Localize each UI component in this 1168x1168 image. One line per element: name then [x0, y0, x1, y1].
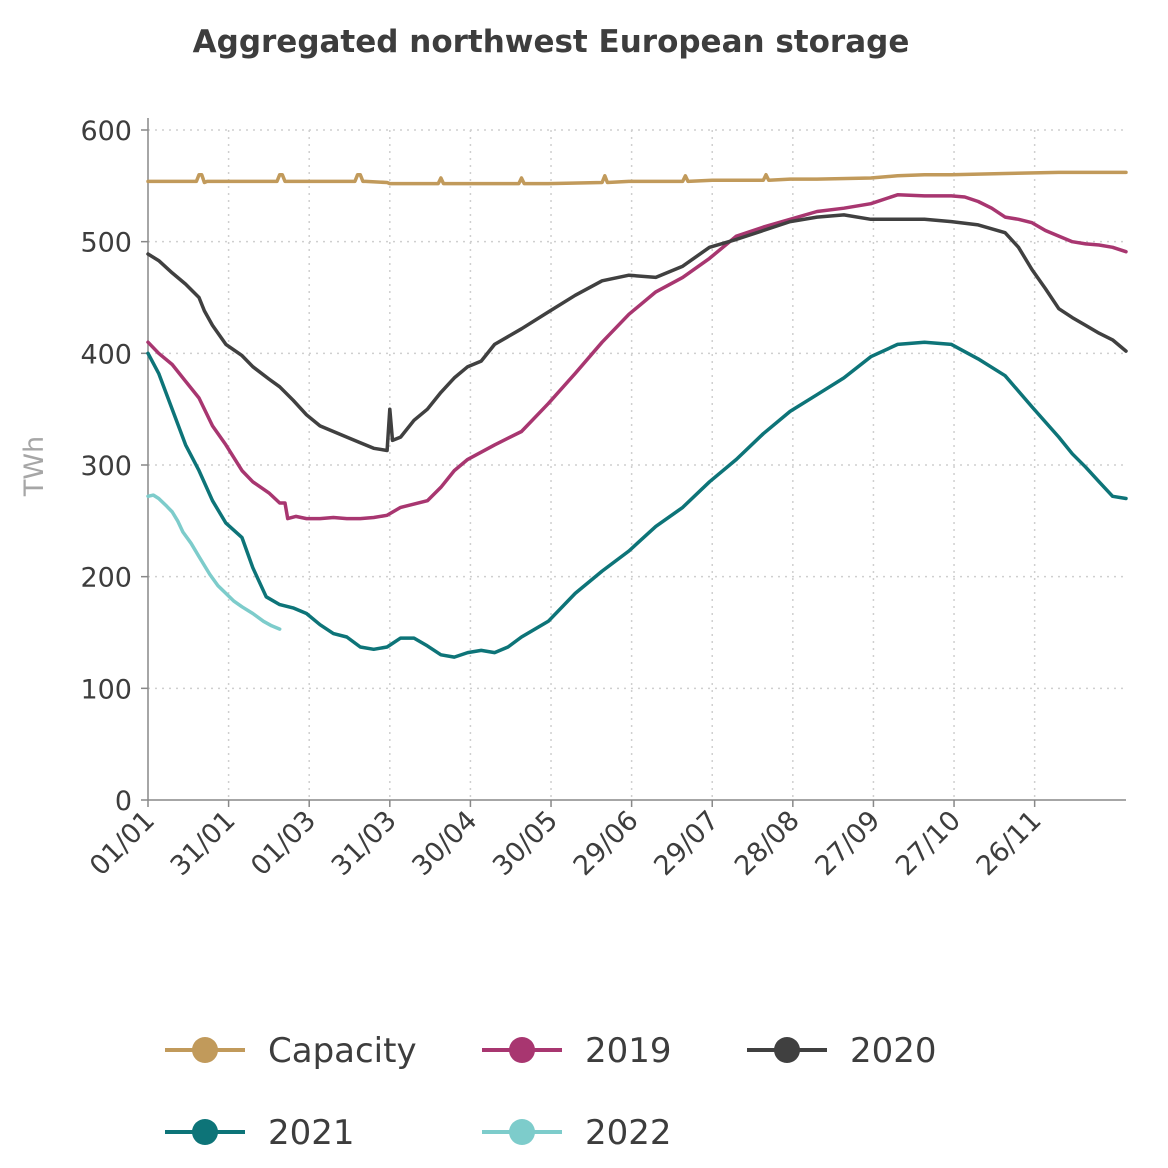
legend-marker-2021	[192, 1119, 218, 1145]
x-tick-label: 31/01	[165, 805, 242, 882]
legend-item-2022[interactable]: 2022	[482, 1113, 672, 1153]
axes	[141, 118, 1126, 807]
y-tick-label: 600	[80, 116, 132, 147]
series-line-2021	[146, 340, 1128, 659]
legend[interactable]: Capacity 2019 2020 2021 2022	[165, 1031, 937, 1153]
y-tick-label: 0	[115, 786, 132, 817]
y-tick-label: 100	[80, 674, 132, 705]
y-tick-label: 300	[80, 451, 132, 482]
y-tick-label: 200	[80, 563, 132, 594]
series-line-2020	[146, 213, 1128, 453]
series-line-capacity	[146, 170, 1128, 186]
gridlines	[148, 129, 1126, 800]
legend-label-2020: 2020	[850, 1031, 937, 1071]
x-tick-label: 28/08	[729, 805, 806, 882]
legend-label-capacity: Capacity	[268, 1031, 417, 1071]
legend-marker-capacity	[192, 1037, 218, 1063]
y-tick-label: 500	[80, 228, 132, 259]
y-axis-label: TWh	[19, 436, 50, 497]
x-tick-label: 30/05	[487, 805, 564, 882]
legend-label-2021: 2021	[268, 1113, 355, 1153]
x-tick-label: 31/03	[326, 805, 403, 882]
x-tick-label: 29/06	[568, 805, 645, 882]
series-line-2019	[146, 193, 1128, 521]
series-line-2022	[146, 493, 282, 631]
series-lines	[146, 170, 1128, 659]
legend-item-2021[interactable]: 2021	[165, 1113, 355, 1153]
x-tick-label: 30/04	[406, 805, 483, 882]
legend-marker-2022	[509, 1119, 535, 1145]
legend-marker-2020	[774, 1037, 800, 1063]
x-tick-label: 27/10	[890, 805, 967, 882]
x-tick-label: 29/07	[648, 805, 725, 882]
x-tick-label: 27/09	[809, 805, 886, 882]
chart-title: Aggregated northwest European storage	[193, 24, 910, 60]
legend-item-capacity[interactable]: Capacity	[165, 1031, 417, 1071]
legend-item-2019[interactable]: 2019	[482, 1031, 672, 1071]
legend-label-2019: 2019	[585, 1031, 672, 1071]
legend-marker-2019	[509, 1037, 535, 1063]
legend-item-2020[interactable]: 2020	[747, 1031, 937, 1071]
x-tick-label: 01/03	[245, 805, 322, 882]
x-tick-label: 26/11	[971, 805, 1048, 882]
y-tick-label: 400	[80, 339, 132, 370]
legend-label-2022: 2022	[585, 1113, 672, 1153]
